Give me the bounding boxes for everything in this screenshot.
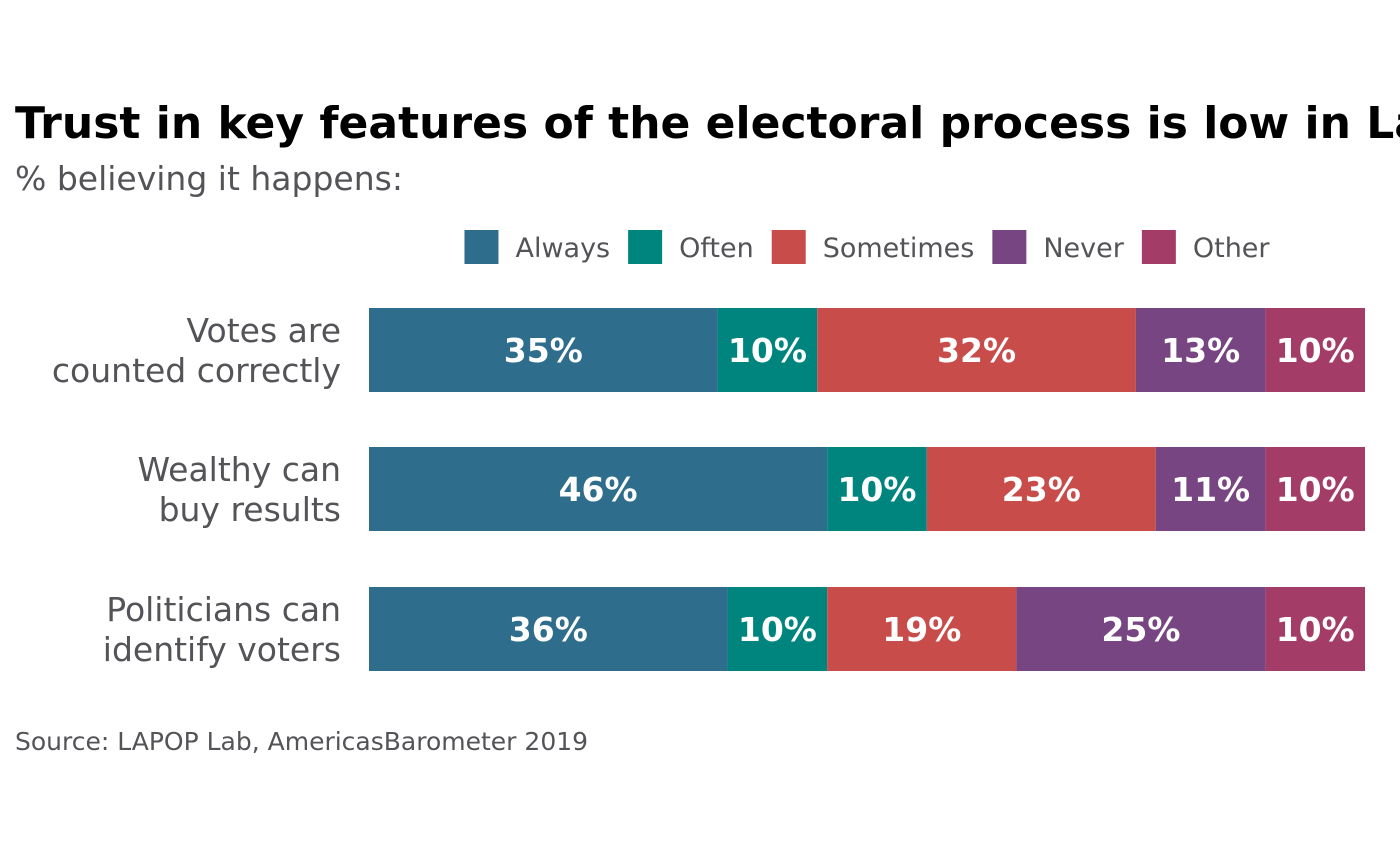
- legend-swatch-always: [464, 230, 499, 264]
- bar-segment-other: [1265, 308, 1365, 392]
- bar-segment-sometimes: [926, 447, 1156, 531]
- legend-label-other: Other: [1193, 233, 1271, 264]
- category-label: buy results: [159, 490, 341, 529]
- data-label-sometimes: 23%: [1002, 470, 1081, 509]
- category-label: Politicians can: [106, 590, 341, 629]
- bar-segment-other: [1265, 587, 1365, 671]
- legend-swatch-often: [628, 230, 663, 264]
- data-label-other: 10%: [1276, 470, 1355, 509]
- bar-segment-always: [369, 308, 718, 392]
- bar-segment-other: [1265, 447, 1365, 531]
- legend-swatch-other: [1141, 230, 1176, 264]
- data-label-never: 25%: [1101, 610, 1180, 649]
- data-label-always: 46%: [559, 470, 638, 509]
- bar-segment-sometimes: [827, 587, 1017, 671]
- legend-label-often: Often: [679, 233, 754, 264]
- data-label-never: 11%: [1171, 470, 1250, 509]
- data-label-often: 10%: [728, 331, 807, 370]
- data-label-sometimes: 19%: [882, 610, 961, 649]
- bar-segments: [369, 308, 1365, 671]
- data-label-always: 36%: [509, 610, 588, 649]
- bar-segment-never: [1155, 447, 1266, 531]
- bar-segment-often: [827, 447, 927, 531]
- category-label: identify voters: [103, 630, 341, 669]
- category-label: Wealthy can: [137, 450, 341, 489]
- data-label-other: 10%: [1276, 610, 1355, 649]
- bar-segment-never: [1016, 587, 1266, 671]
- data-label-never: 13%: [1161, 331, 1240, 370]
- data-label-often: 10%: [738, 610, 817, 649]
- data-label-often: 10%: [837, 470, 916, 509]
- data-label-sometimes: 32%: [937, 331, 1016, 370]
- bar-segment-always: [369, 447, 828, 531]
- category-label: Votes are: [187, 311, 342, 350]
- bar-segment-always: [369, 587, 728, 671]
- legend-swatch-sometimes: [771, 230, 806, 264]
- bar-segment-often: [717, 308, 818, 392]
- chart-source: Source: LAPOP Lab, AmericasBarometer 201…: [15, 727, 589, 756]
- legend-label-always: Always: [515, 233, 610, 264]
- data-labels: 35% 10% 32% 13% 10% 46% 10% 23% 11% 10% 36% 10% 19% 2…: [504, 331, 1355, 649]
- chart-legend: Always Often Sometimes Never Other: [464, 230, 1270, 264]
- data-label-other: 10%: [1276, 331, 1355, 370]
- legend-swatch-never: [992, 230, 1027, 264]
- data-label-always: 35%: [504, 331, 583, 370]
- legend-label-never: Never: [1043, 233, 1124, 264]
- legend-label-sometimes: Sometimes: [823, 233, 975, 264]
- bar-segment-never: [1135, 308, 1266, 392]
- chart-title: Trust in key features of the electoral p…: [15, 98, 1400, 149]
- category-label: counted correctly: [52, 351, 341, 390]
- chart-subtitle: % believing it happens:: [15, 159, 403, 198]
- bar-segment-often: [727, 587, 828, 671]
- bar-segment-sometimes: [817, 308, 1136, 392]
